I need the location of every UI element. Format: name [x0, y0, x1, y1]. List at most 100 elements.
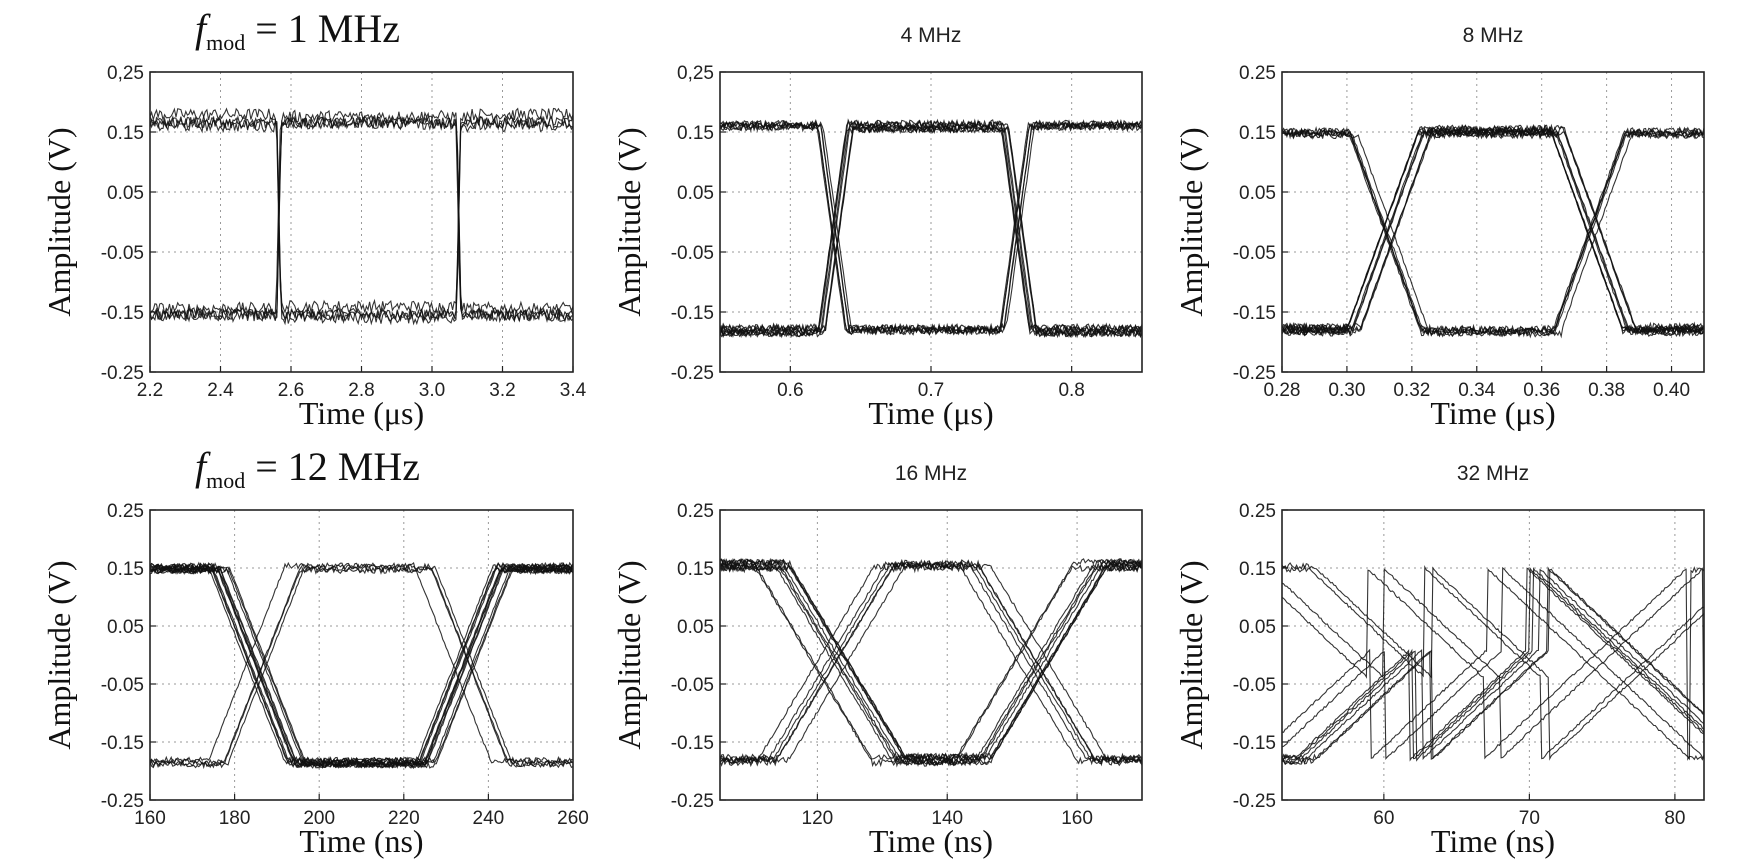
y-tick-label: 0,25 [107, 63, 144, 84]
x-tick-label: 2.8 [348, 380, 374, 401]
x-tick-label: 2.2 [137, 380, 163, 401]
x-tick-label: 3.2 [489, 380, 515, 401]
x-axis-label: Time (μs) [868, 395, 993, 431]
signal-trace [720, 562, 1142, 768]
signal-trace [1282, 125, 1704, 335]
y-tick-label: -0.05 [671, 243, 714, 264]
signal-trace [150, 566, 573, 770]
signal-trace [150, 561, 573, 766]
y-tick-label: 0.25 [677, 501, 714, 522]
y-tick-label: -0.05 [101, 675, 144, 696]
y-tick-label: -0.15 [1233, 733, 1276, 754]
y-tick-label: 0.15 [107, 123, 144, 144]
trace-group [1282, 562, 1704, 766]
signal-trace [150, 565, 573, 769]
x-tick-label: 240 [473, 808, 505, 829]
signal-trace [1282, 125, 1704, 334]
signal-trace [150, 562, 573, 766]
signal-trace [1282, 127, 1704, 336]
y-tick-label: -0.25 [671, 363, 714, 384]
eye-panel-5: 120 140 160 0.25 0.15 0.05 -0.05 -0.15 -0.25 Time… [611, 462, 1143, 859]
signal-trace [1282, 127, 1704, 336]
signal-trace [720, 558, 1142, 762]
signal-trace [150, 109, 573, 316]
y-axis-label: Amplitude (V) [41, 560, 77, 749]
panel-title: 16 MHz [895, 462, 967, 485]
signal-trace [1282, 129, 1704, 337]
signal-trace [1282, 130, 1704, 338]
y-tick-label: 0.05 [1239, 183, 1276, 204]
x-tick-label: 220 [388, 808, 420, 829]
x-tick-label: 160 [134, 808, 166, 829]
y-tick-label: -0.25 [1233, 363, 1276, 384]
plot-frame [1281, 509, 1705, 801]
x-tick-label: 160 [1061, 808, 1093, 829]
x-axis-label: Time (ns) [1431, 823, 1555, 859]
trace-group [150, 107, 573, 326]
signal-trace [1282, 568, 1704, 761]
y-tick-label: 0.25 [1239, 63, 1276, 84]
eye-panel-3: 0.28 0.30 0.32 0.34 0.36 0.38 0.40 0.25 0.15 0.05… [1173, 24, 1705, 431]
y-tick-label: -0.15 [671, 303, 714, 324]
trace-group [720, 118, 1142, 339]
x-tick-label: 0.38 [1588, 380, 1625, 401]
y-tick-label: -0.25 [101, 363, 144, 384]
signal-trace [1282, 566, 1704, 761]
y-tick-label: -0.15 [101, 303, 144, 324]
eye-panel-1: 2.2 2.4 2.6 2.8 3.0 3.2 3.4 0,25 0.15 0.05 -0.05 -0… [41, 6, 587, 431]
y-tick-label: 0.05 [677, 183, 714, 204]
signal-trace [1282, 567, 1704, 762]
y-tick-label: 0.15 [677, 123, 714, 144]
x-axis-label: Time (μs) [299, 395, 424, 431]
signal-trace [150, 561, 573, 765]
y-tick-label: -0.25 [101, 791, 144, 812]
signal-trace [1282, 566, 1704, 762]
x-tick-label: 3.4 [560, 380, 587, 401]
signal-trace [1282, 123, 1704, 332]
x-axis-label: Time (μs) [1430, 395, 1555, 431]
signal-trace [1282, 123, 1704, 333]
eye-panel-6: 60 70 80 0.25 0.15 0.05 -0.05 -0.15 -0.25 Time (n… [1173, 462, 1705, 859]
signal-trace [1282, 568, 1704, 766]
x-axis-label: Time (ns) [869, 823, 993, 859]
x-tick-label: 0.7 [918, 380, 944, 401]
x-tick-label: 120 [802, 808, 834, 829]
panel-title: fmod = 12 MHz [195, 444, 420, 493]
y-tick-label: 0,25 [677, 63, 714, 84]
x-tick-label: 180 [219, 808, 251, 829]
y-tick-label: 0.15 [1239, 559, 1276, 580]
signal-trace [720, 118, 1142, 333]
signal-trace [150, 117, 573, 326]
y-tick-label: 0.25 [107, 501, 144, 522]
x-tick-label: 80 [1664, 808, 1685, 829]
signal-trace [150, 115, 573, 322]
signal-trace [150, 565, 573, 770]
y-axis-label: Amplitude (V) [41, 127, 77, 316]
signal-trace [720, 558, 1142, 763]
y-axis-label: Amplitude (V) [1173, 560, 1209, 749]
trace-group [1282, 123, 1704, 339]
y-axis-label: Amplitude (V) [611, 560, 647, 749]
signal-trace [1282, 128, 1704, 338]
y-tick-label: -0.15 [671, 733, 714, 754]
y-tick-label: 0.05 [677, 617, 714, 638]
x-tick-label: 0.36 [1523, 380, 1560, 401]
eye-panel-2: 0.6 0.7 0.8 0,25 0.15 0.05 -0.05 -0.15 -0.25 Time… [611, 24, 1143, 431]
signal-trace [150, 561, 573, 765]
y-tick-label: -0.15 [101, 733, 144, 754]
signal-trace [150, 564, 573, 768]
x-tick-label: 2.4 [207, 380, 234, 401]
trace-group [720, 557, 1142, 768]
x-tick-label: 0.30 [1328, 380, 1365, 401]
signal-trace [1282, 129, 1704, 339]
plot-frame [1281, 71, 1705, 373]
x-tick-label: 3.0 [419, 380, 445, 401]
signal-trace [150, 565, 573, 769]
signal-trace [720, 120, 1142, 336]
signal-trace [150, 107, 573, 314]
y-tick-label: 0.25 [1239, 501, 1276, 522]
signal-trace [150, 562, 573, 766]
panel-title: fmod = 1 MHz [195, 6, 400, 55]
x-tick-label: 260 [557, 808, 589, 829]
